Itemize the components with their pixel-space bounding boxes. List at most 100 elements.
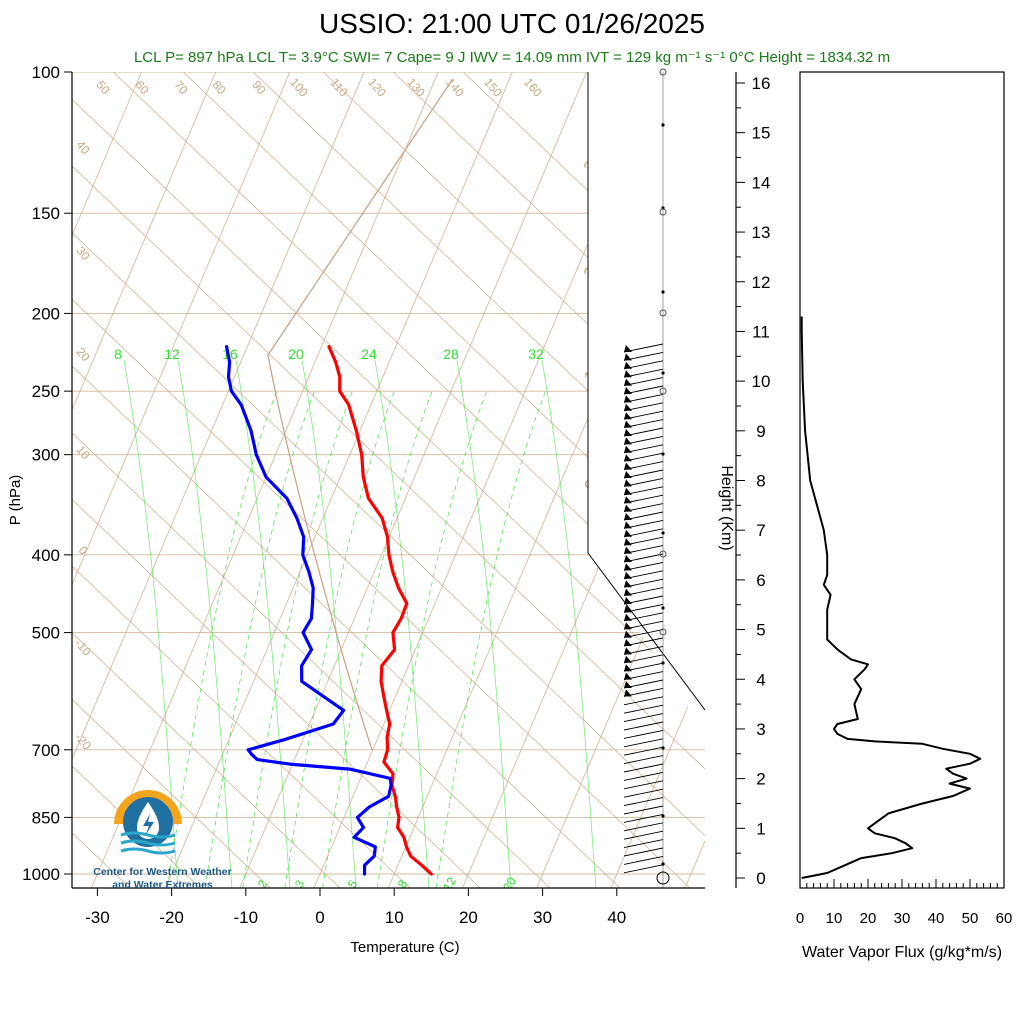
wind-flag — [624, 471, 632, 478]
calm-circle-surface — [656, 871, 670, 885]
adiabat-label: 130 — [404, 75, 428, 100]
dry-adiabat-line — [72, 432, 551, 888]
adiabat-label: 70 — [171, 78, 191, 97]
height-tick-label: 15 — [752, 124, 771, 143]
wind-barb-feather — [622, 739, 628, 746]
isotherm-label: 40 — [73, 138, 93, 157]
wind-barb-feather — [622, 714, 628, 721]
barb-dot — [661, 661, 665, 665]
adiabat-label: 150 — [481, 75, 505, 100]
wind-flag — [624, 454, 632, 462]
wind-flag — [624, 378, 632, 386]
wind-barbs — [622, 68, 670, 888]
wind-flag — [624, 681, 632, 688]
mixing-ratio-label-bottom: 20 — [500, 874, 519, 893]
barb-dot — [661, 862, 665, 866]
dry-adiabat-line — [112, 72, 705, 637]
chart-subtitle: LCL P= 897 hPa LCL T= 3.9°C SWI= 7 Cape=… — [133, 49, 891, 66]
calm-circle — [659, 550, 667, 558]
wind-barb — [623, 780, 664, 790]
mixing-ratio-line — [204, 389, 316, 888]
adiabat-label: 160 — [521, 75, 545, 100]
height-tick-label: 1 — [756, 819, 765, 838]
isotherm-label: 0 — [76, 543, 91, 557]
mixing-ratio-label-bottom: 2 — [255, 877, 271, 890]
dry-adiabat-line — [322, 72, 705, 437]
y-tick-label: 1000 — [22, 865, 60, 884]
y-tick-label: 100 — [32, 63, 60, 82]
wind-barb — [623, 729, 664, 739]
dry-adiabat-line — [72, 98, 705, 703]
wind-flag — [624, 605, 632, 613]
wind-flag — [624, 597, 632, 604]
logo-bolt — [143, 814, 154, 836]
barb-dot — [661, 452, 665, 456]
isotherm-line — [91, 72, 439, 888]
wind-barb — [623, 788, 664, 798]
wind-barb — [623, 830, 664, 840]
wind-flag — [624, 420, 632, 428]
dry-adiabat-line — [72, 632, 341, 888]
y-axis-label: P (hPa) — [7, 475, 24, 526]
dewpoint-line — [225, 345, 393, 876]
wind-barb — [623, 721, 664, 731]
isotherm-line — [165, 72, 513, 888]
isotherm-label: -10 — [72, 636, 94, 659]
barb-dot — [661, 814, 665, 818]
mixing-ratio-line — [284, 389, 396, 888]
x-axis-label: Temperature (C) — [350, 939, 459, 956]
height-axis-label: Height (Km) — [718, 465, 735, 550]
barb-dot — [661, 123, 665, 127]
isotherm-label: 30 — [73, 244, 93, 263]
dry-adiabat-line — [72, 232, 705, 837]
parcel-path — [267, 79, 453, 751]
height-tick-label: 12 — [752, 273, 771, 292]
flux-x-tick-label: 50 — [962, 910, 979, 927]
barb-dot — [661, 606, 665, 610]
wind-barb — [623, 822, 664, 832]
y-tick-label: 400 — [32, 546, 60, 565]
wind-flag — [624, 538, 632, 546]
height-tick-label: 5 — [756, 621, 765, 640]
wind-flag — [624, 403, 632, 411]
wind-barb-feather — [622, 730, 628, 737]
isotherm-line — [72, 72, 217, 412]
dry-adiabat-line — [72, 298, 691, 888]
isotherm-line — [72, 72, 365, 761]
wind-barb-feather — [622, 814, 628, 821]
wind-barb — [623, 813, 664, 823]
height-tick-label: 2 — [756, 770, 765, 789]
wind-barb — [623, 847, 664, 857]
wind-flag — [624, 639, 632, 646]
saturated-adiabat-line — [456, 359, 512, 888]
mixing-ratio-label-top: 12 — [164, 346, 180, 362]
wind-barb-feather — [622, 865, 628, 872]
height-tick-label: 0 — [756, 869, 765, 888]
wind-flag — [624, 487, 632, 495]
height-tick-label: 4 — [756, 670, 765, 689]
isotherm-line — [72, 72, 142, 237]
wind-flag — [624, 672, 632, 680]
wind-flag — [624, 479, 632, 487]
logo-text-line2: and Water Extremes — [112, 879, 213, 891]
temperature-line — [327, 345, 433, 876]
wind-barb-feather — [622, 747, 628, 754]
calm-circle — [659, 68, 667, 76]
wind-barb-feather — [622, 806, 628, 813]
chart-title: USSIO: 21:00 UTC 01/26/2025 — [319, 8, 705, 39]
x-tick-label: -20 — [159, 908, 184, 927]
calm-circle — [659, 309, 667, 317]
height-tick-label: 9 — [756, 422, 765, 441]
wind-flag — [624, 588, 632, 596]
mixing-ratio-label-top: 20 — [288, 346, 304, 362]
flux-panel-frame — [799, 71, 1005, 889]
dry-adiabat-line — [72, 565, 411, 888]
y-tick-label: 850 — [32, 808, 60, 827]
logo-text-line1: Center for Western Weather — [93, 866, 232, 878]
y-tick-label: 200 — [32, 304, 60, 323]
wind-flag — [624, 429, 632, 436]
wind-flag — [624, 387, 632, 394]
adiabat-label: 100 — [287, 75, 311, 100]
